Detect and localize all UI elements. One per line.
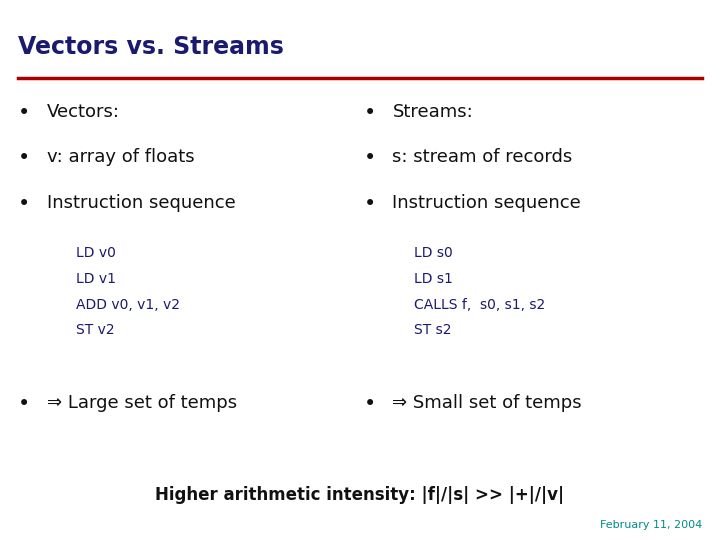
Text: Streams:: Streams: [392,103,473,120]
Text: ADD v0, v1, v2: ADD v0, v1, v2 [76,298,179,312]
Text: •: • [18,103,30,123]
Text: LD v1: LD v1 [76,272,116,286]
Text: Instruction sequence: Instruction sequence [392,194,581,212]
Text: LD v0: LD v0 [76,246,115,260]
Text: s: stream of records: s: stream of records [392,148,572,166]
Text: •: • [364,194,376,214]
Text: LD s1: LD s1 [414,272,453,286]
Text: CALLS f,  s0, s1, s2: CALLS f, s0, s1, s2 [414,298,545,312]
Text: Vectors vs. Streams: Vectors vs. Streams [18,35,284,59]
Text: February 11, 2004: February 11, 2004 [600,520,702,530]
Text: Higher arithmetic intensity: |f|/|s| >> |+|/|v|: Higher arithmetic intensity: |f|/|s| >> … [156,486,564,504]
Text: •: • [18,394,30,414]
Text: •: • [364,103,376,123]
Text: LD s0: LD s0 [414,246,453,260]
Text: ST v2: ST v2 [76,323,114,338]
Text: ⇒ Small set of temps: ⇒ Small set of temps [392,394,582,412]
Text: •: • [364,394,376,414]
Text: •: • [18,148,30,168]
Text: Vectors:: Vectors: [47,103,120,120]
Text: ⇒ Large set of temps: ⇒ Large set of temps [47,394,237,412]
Text: •: • [364,148,376,168]
Text: ST s2: ST s2 [414,323,451,338]
Text: v: array of floats: v: array of floats [47,148,194,166]
Text: •: • [18,194,30,214]
Text: Instruction sequence: Instruction sequence [47,194,235,212]
